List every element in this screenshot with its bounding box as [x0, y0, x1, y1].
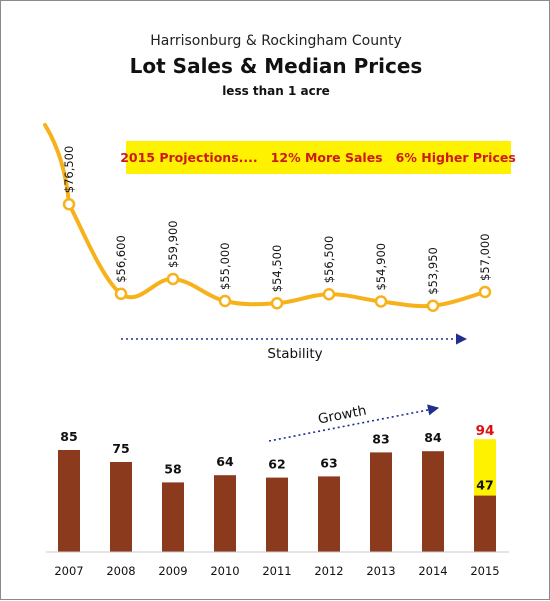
price-point-2010 — [218, 294, 232, 308]
price-series-line — [43, 123, 487, 309]
price-point-2014 — [426, 299, 440, 312]
lot-sales-bar-chart: 85 75 58 64 62 63 83 84 94 47 — [58, 423, 496, 552]
price-label-2013: $54,900 — [374, 243, 388, 291]
price-point-2015 — [478, 285, 492, 299]
price-label-2011: $54,500 — [270, 245, 284, 293]
x-tick-label-2007: 2007 — [54, 564, 83, 578]
projection-banner-background — [126, 141, 511, 174]
price-label-2012: $56,500 — [322, 236, 336, 284]
sales-bar-2011 — [266, 477, 288, 552]
price-point-2009 — [166, 272, 180, 286]
x-tick-label-2015: 2015 — [470, 564, 499, 578]
price-label-2007: $76,500 — [62, 146, 76, 194]
x-tick-label-2014: 2014 — [418, 564, 447, 578]
price-point-2012 — [322, 288, 336, 301]
sales-bar-2013 — [370, 452, 392, 552]
sales-bar-2015 — [474, 495, 496, 552]
price-label-2010: $55,000 — [218, 242, 232, 290]
sales-bar-2008 — [110, 462, 132, 552]
sales-label-2013: 83 — [372, 431, 389, 446]
price-label-2008: $56,600 — [114, 235, 128, 283]
sales-bar-2007 — [58, 450, 80, 552]
sales-label-2014: 84 — [424, 430, 442, 445]
sales-label-2015: 47 — [476, 478, 493, 493]
x-tick-label-2011: 2011 — [262, 564, 291, 578]
stability-label: Stability — [267, 346, 322, 362]
price-point-2011 — [270, 297, 284, 310]
sales-label-2007: 85 — [60, 429, 77, 444]
sales-label-projection-2015: 94 — [476, 423, 495, 439]
sales-label-2008: 75 — [112, 441, 129, 456]
price-point-2007 — [62, 198, 76, 211]
chart-subtitle-2: less than 1 acre — [222, 84, 330, 98]
x-tick-label-2012: 2012 — [314, 564, 343, 578]
x-tick-label-2009: 2009 — [158, 564, 187, 578]
price-point-2008 — [114, 287, 128, 301]
sales-label-2009: 58 — [164, 461, 181, 476]
sales-bar-2014 — [422, 451, 444, 552]
price-label-2015: $57,000 — [478, 233, 492, 281]
x-tick-label-2010: 2010 — [210, 564, 239, 578]
median-price-line-chart: $76,500 $56,600 $59,900 $55,000 $54,500 $56,5… — [43, 123, 492, 312]
growth-arrow — [268, 404, 440, 442]
x-axis-labels: 2007 2008 2009 2010 2011 2012 2013 2014 2015 — [54, 564, 499, 578]
x-tick-label-2008: 2008 — [106, 564, 135, 578]
chart-title: Lot Sales & Median Prices — [130, 54, 423, 78]
growth-label: Growth — [317, 403, 368, 428]
sales-label-2011: 62 — [268, 457, 285, 472]
sales-bar-2010 — [214, 475, 236, 552]
price-label-2014: $53,950 — [426, 247, 440, 295]
price-point-2013 — [374, 295, 388, 308]
sales-bar-2009 — [162, 482, 184, 552]
projection-banner-text: 2015 Projections.... 12% More Sales 6% H… — [120, 150, 516, 165]
x-tick-label-2013: 2013 — [366, 564, 395, 578]
sales-label-2010: 64 — [216, 454, 234, 469]
sales-bar-2012 — [318, 476, 340, 552]
sales-label-2012: 63 — [320, 455, 337, 470]
chart-subtitle: Harrisonburg & Rockingham County — [150, 33, 402, 49]
price-label-2009: $59,900 — [166, 220, 180, 268]
